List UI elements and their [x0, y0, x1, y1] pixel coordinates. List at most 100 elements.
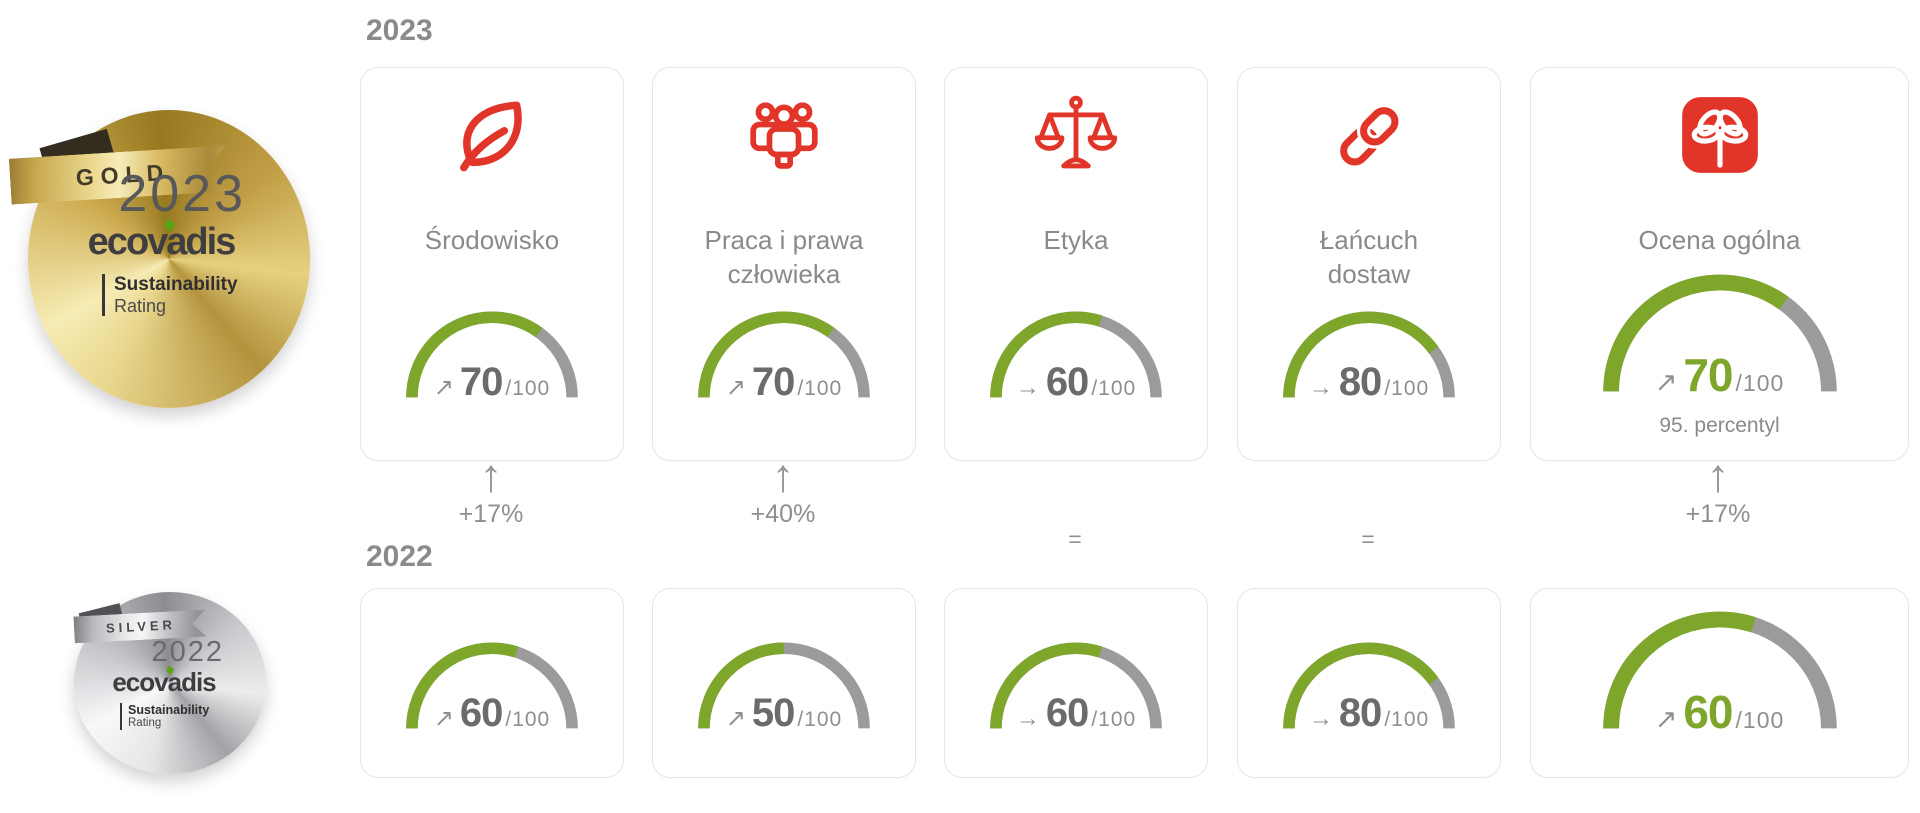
- percentile-label: 95. percentyl: [1659, 414, 1780, 437]
- change-srodowisko: ↑ +17%: [411, 452, 571, 527]
- score-value: 80: [1338, 360, 1382, 404]
- sustainability-rating-block: Sustainability Rating: [102, 273, 246, 317]
- card-2023-ocena-ogolna: Ocena ogólna ↗ 70 /100 95. percentyl: [1530, 67, 1909, 461]
- card-2023-srodowisko: Środowisko ↗ 70 /100: [360, 67, 624, 461]
- ecovadis-flower-icon: [1531, 92, 1908, 178]
- score-value: 70: [459, 360, 503, 404]
- category-title: Ocena ogólna: [1638, 225, 1801, 255]
- change-label: =: [1068, 526, 1082, 552]
- score-gauge: ↗ 70 /100: [695, 311, 873, 404]
- trend-arrow-icon: ↗: [725, 374, 746, 401]
- score-gauge: → 60 /100: [987, 311, 1165, 404]
- score-gauge: ↗ 50 /100: [695, 642, 873, 735]
- scales-icon: [945, 92, 1207, 180]
- score-value: 70: [1683, 349, 1733, 401]
- score-denominator: /100: [1735, 707, 1785, 733]
- category-title: Środowisko: [424, 225, 560, 255]
- trend-arrow-icon: →: [1308, 374, 1333, 401]
- score-gauge: → 80 /100: [1280, 642, 1458, 735]
- trend-arrow-icon: ↗: [433, 374, 454, 401]
- medal-year: 2022: [151, 636, 224, 668]
- ecovadis-logo: ecovadis: [104, 668, 224, 697]
- trend-arrow-icon: →: [1015, 705, 1040, 732]
- up-arrow-icon: ↑: [479, 449, 503, 501]
- score-denominator: /100: [797, 377, 843, 400]
- score-denominator: /100: [1091, 708, 1137, 731]
- score-value: 60: [459, 691, 503, 735]
- category-title: Etyka: [1043, 225, 1109, 255]
- silver-medal-2022: SILVER 2022 ecovadis Sustainability Rati…: [62, 586, 278, 786]
- change-label: +17%: [458, 500, 524, 528]
- change-label: +40%: [750, 500, 816, 528]
- score-gauge: ↗ 70 /100: [403, 311, 581, 404]
- card-2022-lancuch-dostaw: → 80 /100: [1237, 588, 1501, 778]
- score-gauge: → 60 /100: [987, 642, 1165, 735]
- score-value: 70: [751, 360, 795, 404]
- trend-arrow-icon: →: [1015, 374, 1040, 401]
- score-value: 60: [1683, 686, 1733, 738]
- score-denominator: /100: [797, 708, 843, 731]
- sustainability-label: Sustainability: [128, 702, 210, 717]
- card-2023-lancuch-dostaw: Łańcuch dostaw → 80 /100: [1237, 67, 1501, 461]
- score-denominator: /100: [505, 708, 551, 731]
- trend-arrow-icon: ↗: [725, 705, 746, 732]
- card-2022-ocena-ogolna: ↗ 60 /100: [1530, 588, 1909, 778]
- sustainability-rating-block: Sustainability Rating: [120, 702, 224, 731]
- score-text: ↗ 50 /100: [695, 693, 873, 733]
- score-denominator: /100: [505, 377, 551, 400]
- score-value: 60: [1045, 360, 1089, 404]
- score-denominator: /100: [1384, 377, 1430, 400]
- ecovadis-wordmark: ecovadis: [87, 221, 237, 263]
- overall-score-gauge: ↗ 70 /100: [1599, 274, 1841, 400]
- up-arrow-icon: ↑: [1706, 449, 1730, 501]
- ecovadis-logo: ecovadis: [76, 222, 246, 264]
- year-heading-2023: 2023: [366, 14, 433, 47]
- trend-arrow-icon: →: [1308, 705, 1333, 732]
- change-praca: ↑ +40%: [703, 452, 863, 527]
- score-value: 60: [1045, 691, 1089, 735]
- score-text: ↗ 70 /100: [695, 362, 873, 402]
- silver-medal-text: 2022 ecovadis Sustainability Rating: [104, 636, 224, 731]
- change-lancuch: =: [1288, 452, 1448, 551]
- score-text: ↗ 70 /100: [1599, 352, 1841, 398]
- year-heading-2022: 2022: [366, 540, 433, 573]
- score-value: 80: [1338, 691, 1382, 735]
- score-text: ↗ 60 /100: [403, 693, 581, 733]
- change-ocena-ogolna: ↑ +17%: [1638, 452, 1798, 527]
- card-2023-etyka: Etyka → 60 /100: [944, 67, 1208, 461]
- medal-year: 2023: [118, 165, 246, 223]
- score-value: 50: [751, 691, 795, 735]
- category-title: Łańcuch dostaw: [1319, 225, 1419, 289]
- rating-label: Rating: [114, 295, 167, 316]
- score-denominator: /100: [1735, 370, 1785, 396]
- trend-arrow-icon: ↗: [1654, 367, 1678, 397]
- card-2022-etyka: → 60 /100: [944, 588, 1208, 778]
- chain-icon: [1238, 92, 1500, 180]
- up-arrow-icon: ↑: [771, 449, 795, 501]
- score-gauge: → 80 /100: [1280, 311, 1458, 404]
- change-etyka: =: [995, 452, 1155, 551]
- overall-score-gauge: ↗ 60 /100: [1599, 611, 1841, 737]
- ecovadis-wordmark: ecovadis: [112, 667, 216, 697]
- sustainability-label: Sustainability: [114, 273, 238, 295]
- card-2023-praca-i-prawa: Praca i prawa człowieka ↗ 70 /100: [652, 67, 916, 461]
- score-denominator: /100: [1384, 708, 1430, 731]
- gold-medal-2023: GOLD 2023 ecovadis Sustainability Rating: [18, 104, 318, 424]
- leaf-icon: [361, 92, 623, 180]
- score-text: → 60 /100: [987, 693, 1165, 733]
- gold-medal-text: 2023 ecovadis Sustainability Rating: [76, 165, 246, 317]
- rating-label: Rating: [128, 716, 162, 729]
- score-text: ↗ 70 /100: [403, 362, 581, 402]
- category-title: Praca i prawa człowieka: [704, 225, 864, 289]
- people-icon: [653, 92, 915, 180]
- score-gauge: ↗ 60 /100: [403, 642, 581, 735]
- card-2022-praca-i-prawa: ↗ 50 /100: [652, 588, 916, 778]
- score-text: ↗ 60 /100: [1599, 689, 1841, 735]
- trend-arrow-icon: ↗: [433, 705, 454, 732]
- score-text: → 80 /100: [1280, 362, 1458, 402]
- score-text: → 60 /100: [987, 362, 1165, 402]
- score-text: → 80 /100: [1280, 693, 1458, 733]
- trend-arrow-icon: ↗: [1654, 704, 1678, 734]
- change-label: =: [1361, 526, 1375, 552]
